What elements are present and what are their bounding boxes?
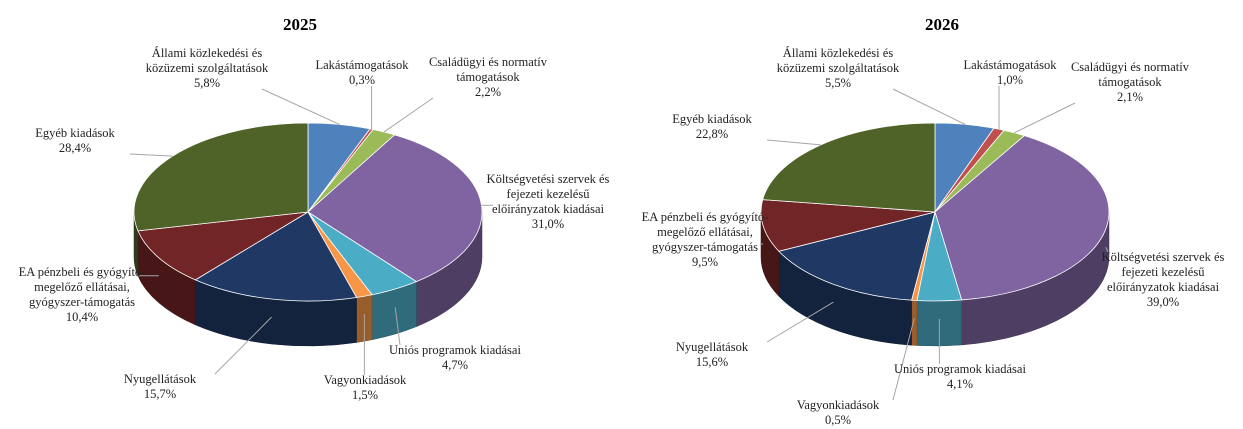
value-label: 2,2% [474, 85, 502, 99]
value-label: 5,5% [824, 76, 852, 90]
pie-slice-side [911, 299, 918, 346]
category-label: EA pénzbeli és gyógyító-megelőző ellátás… [641, 210, 769, 254]
data-label: Uniós programok kiadásai 4,1% [885, 362, 1035, 392]
pie-slice [762, 122, 936, 213]
value-label: 5,8% [193, 76, 221, 90]
category-label: Családügyi és normatív támogatások [1070, 60, 1190, 89]
leader-line [129, 153, 173, 157]
leader-line [394, 306, 401, 346]
value-label: 1,0% [996, 73, 1024, 87]
value-label: 15,7% [143, 387, 177, 401]
category-label: Nyugellátások [675, 340, 749, 354]
pie-slice [194, 211, 358, 302]
chart-title: 2026 [925, 15, 959, 34]
data-label: EA pénzbeli és gyógyító-megelőző ellátás… [630, 210, 780, 270]
category-label: Uniós programok kiadásai [894, 362, 1026, 376]
pie-tops [760, 122, 1110, 302]
leader-line [214, 316, 272, 375]
value-label: 0,3% [348, 73, 376, 87]
data-label: Költségvetési szervek és fejezeti kezelé… [1088, 250, 1238, 310]
data-label: Nyugellátások 15,6% [637, 340, 787, 370]
value-label: 28,4% [58, 141, 92, 155]
leader-line [261, 88, 340, 125]
category-label: Családügyi és normatív támogatások [428, 55, 548, 84]
pie-slice [133, 122, 309, 232]
category-label: Egyéb kiadások [35, 126, 115, 140]
value-label: 10,4% [65, 310, 99, 324]
value-label: 1,5% [351, 388, 379, 402]
pie-slice [778, 211, 936, 301]
data-label: Vagyonkiadások 0,5% [763, 398, 913, 428]
data-label: Állami közlekedési és közüzemi szolgálta… [763, 46, 913, 91]
category-label: Lakástámogatások [963, 58, 1057, 72]
value-label: 9,5% [691, 255, 719, 269]
value-label: 4,1% [946, 377, 974, 391]
pie-slice [760, 199, 936, 252]
pie-tops [133, 122, 483, 302]
leader-line [766, 139, 821, 146]
chart-title: 2025 [283, 15, 317, 34]
data-label: Családügyi és normatív támogatások 2,1% [1055, 60, 1205, 105]
data-label: Egyéb kiadások 22,8% [637, 112, 787, 142]
leader-line [892, 318, 915, 401]
category-label: Nyugellátások [123, 372, 197, 386]
data-label: Állami közlekedési és közüzemi szolgálta… [132, 46, 282, 91]
category-label: Állami közlekedési és közüzemi szolgálta… [776, 46, 900, 75]
value-label: 0,5% [824, 413, 852, 427]
category-label: Egyéb kiadások [672, 112, 752, 126]
value-label: 4,7% [441, 358, 469, 372]
value-label: 2,1% [1116, 90, 1144, 104]
value-label: 39,0% [1146, 295, 1180, 309]
leader-line [892, 88, 966, 125]
data-label: Vagyonkiadások 1,5% [290, 373, 440, 403]
category-label: Vagyonkiadások [796, 398, 880, 412]
pie-slice [137, 211, 309, 281]
category-label: Költségvetési szervek és fejezeti kezelé… [486, 172, 610, 216]
category-label: Vagyonkiadások [323, 373, 407, 387]
leader-line [383, 97, 434, 133]
category-label: Lakástámogatások [315, 58, 409, 72]
data-label: Lakástámogatások 0,3% [287, 58, 437, 88]
data-label: Uniós programok kiadásai 4,7% [380, 343, 530, 373]
data-label: Költségvetési szervek és fejezeti kezelé… [473, 172, 623, 232]
category-label: Uniós programok kiadásai [389, 343, 521, 357]
pie-slice [934, 135, 1110, 301]
data-label: Egyéb kiadások 28,4% [0, 126, 150, 156]
value-label: 22,8% [695, 127, 729, 141]
leader-line [1105, 246, 1109, 253]
data-label: EA pénzbeli és gyógyító-megelőző ellátás… [7, 265, 157, 325]
category-label: EA pénzbeli és gyógyító-megelőző ellátás… [18, 265, 146, 309]
leader-line [766, 301, 834, 343]
value-label: 31,0% [531, 217, 565, 231]
leader-line [1014, 102, 1076, 134]
pie-slice [307, 134, 483, 283]
value-label: 15,6% [695, 355, 729, 369]
data-label: Lakástámogatások 1,0% [935, 58, 1085, 88]
category-label: Állami közlekedési és közüzemi szolgálta… [145, 46, 269, 75]
data-label: Nyugellátások 15,7% [85, 372, 235, 402]
data-label: Családügyi és normatív támogatások 2,2% [413, 55, 563, 100]
pie-sides [760, 211, 1110, 347]
category-label: Költségvetési szervek és fejezeti kezelé… [1101, 250, 1225, 294]
